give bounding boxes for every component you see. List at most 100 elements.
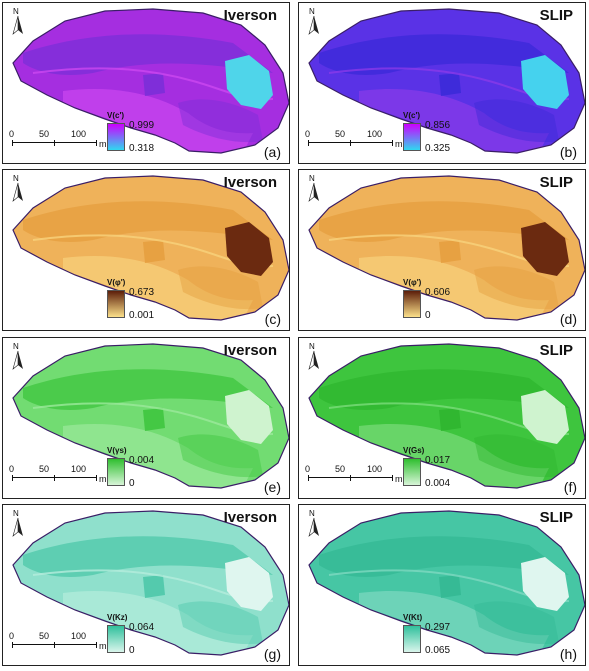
scale-label-100: 100	[71, 464, 87, 474]
north-arrow-icon: N	[9, 7, 27, 37]
legend-min: 0.325	[425, 143, 451, 154]
scale-label-50: 50	[39, 631, 50, 641]
map-panel-c: N Iverson V(φ') 0.673 0.001 (c)	[2, 169, 290, 331]
legend-swatch	[403, 458, 421, 486]
scale-label-0: 0	[305, 129, 311, 139]
north-label: N	[13, 509, 19, 518]
scale-unit: m	[395, 139, 403, 149]
map-panel-e: N Iverson V(γs) 0.004 0 0 50 100 m (e)	[2, 337, 290, 499]
legend-swatch	[107, 458, 125, 486]
legend-title: V(Kt)	[403, 613, 423, 622]
legend-max: 0.017	[425, 455, 451, 466]
panel-letter: (f)	[563, 479, 577, 495]
legend-min: 0	[129, 478, 135, 489]
map-panel-a: N Iverson V(c') 0.999 0.318 0 50 100 m (a)	[2, 2, 290, 164]
legend-swatch	[403, 290, 421, 318]
color-legend: V(Gs) 0.017 0.004	[403, 446, 483, 490]
legend-max: 0.606	[425, 287, 451, 298]
scale-tick	[392, 140, 393, 146]
model-label: SLIP	[539, 174, 573, 191]
map-panel-b: N SLIP V(c') 0.856 0.325 0 50 100 m (b)	[298, 2, 586, 164]
legend-swatch	[107, 625, 125, 653]
scale-label-50: 50	[39, 129, 50, 139]
north-arrow-icon: N	[305, 342, 323, 372]
panel-letter: (a)	[263, 144, 281, 160]
north-arrow-icon: N	[305, 509, 323, 539]
variance-map	[308, 510, 585, 656]
north-label: N	[13, 174, 19, 183]
model-label: Iverson	[223, 174, 277, 191]
scale-label-100: 100	[71, 129, 87, 139]
legend-title: V(c')	[403, 111, 421, 120]
legend-min: 0	[425, 310, 431, 321]
legend-min: 0	[129, 645, 135, 656]
scale-unit: m	[99, 641, 107, 651]
legend-title: V(φ')	[107, 278, 126, 287]
variance-map	[308, 343, 585, 489]
scale-tick	[392, 475, 393, 481]
color-legend: V(φ') 0.606 0	[403, 278, 483, 322]
scale-bar: 0 50 100 m	[305, 464, 405, 490]
legend-title: V(γs)	[107, 446, 127, 455]
legend-max: 0.999	[129, 120, 155, 131]
scale-tick	[12, 475, 13, 481]
legend-swatch	[403, 625, 421, 653]
legend-title: V(Gs)	[403, 446, 425, 455]
model-label: SLIP	[539, 342, 573, 359]
color-legend: V(φ') 0.673 0.001	[107, 278, 187, 322]
variance-map	[12, 510, 289, 656]
scale-label-0: 0	[9, 631, 15, 641]
legend-swatch	[403, 123, 421, 151]
model-label: SLIP	[539, 7, 573, 24]
scale-label-100: 100	[71, 631, 87, 641]
variance-map	[12, 175, 289, 321]
scale-label-100: 100	[367, 129, 383, 139]
color-legend: V(c') 0.856 0.325	[403, 111, 483, 155]
legend-title: V(c')	[107, 111, 125, 120]
legend-max: 0.673	[129, 287, 155, 298]
map-panel-h: N SLIP V(Kt) 0.297 0.065 (h)	[298, 504, 586, 666]
panel-letter: (b)	[559, 144, 577, 160]
legend-max: 0.004	[129, 455, 155, 466]
variance-map	[308, 8, 585, 154]
variance-map	[12, 8, 289, 154]
north-label: N	[13, 7, 19, 16]
panel-letter: (d)	[559, 311, 577, 327]
scale-unit: m	[395, 474, 403, 484]
model-label: SLIP	[539, 509, 573, 526]
scale-bar: 0 50 100 m	[9, 464, 109, 490]
scale-label-50: 50	[335, 129, 346, 139]
legend-max: 0.064	[129, 622, 155, 633]
legend-swatch	[107, 123, 125, 151]
scale-tick	[96, 475, 97, 481]
legend-max: 0.856	[425, 120, 451, 131]
legend-min: 0.065	[425, 645, 451, 656]
scale-tick	[54, 642, 55, 648]
legend-swatch	[107, 290, 125, 318]
scale-tick	[54, 140, 55, 146]
scale-unit: m	[99, 139, 107, 149]
color-legend: V(γs) 0.004 0	[107, 446, 187, 490]
north-label: N	[309, 342, 315, 351]
model-label: Iverson	[223, 509, 277, 526]
scale-label-0: 0	[9, 464, 15, 474]
scale-unit: m	[99, 474, 107, 484]
legend-min: 0.004	[425, 478, 451, 489]
model-label: Iverson	[223, 342, 277, 359]
map-panel-g: N Iverson V(Kz) 0.064 0 0 50 100 m (g)	[2, 504, 290, 666]
legend-min: 0.001	[129, 310, 155, 321]
north-label: N	[309, 174, 315, 183]
panel-letter: (e)	[263, 479, 281, 495]
model-label: Iverson	[223, 7, 277, 24]
legend-min: 0.318	[129, 143, 155, 154]
scale-tick	[12, 140, 13, 146]
legend-title: V(φ')	[403, 278, 422, 287]
scale-tick	[96, 642, 97, 648]
north-arrow-icon: N	[305, 174, 323, 204]
color-legend: V(Kt) 0.297 0.065	[403, 613, 483, 657]
scale-bar: 0 50 100 m	[9, 129, 109, 155]
scale-tick	[350, 475, 351, 481]
map-panel-d: N SLIP V(φ') 0.606 0 (d)	[298, 169, 586, 331]
color-legend: V(c') 0.999 0.318	[107, 111, 187, 155]
scale-tick	[308, 475, 309, 481]
